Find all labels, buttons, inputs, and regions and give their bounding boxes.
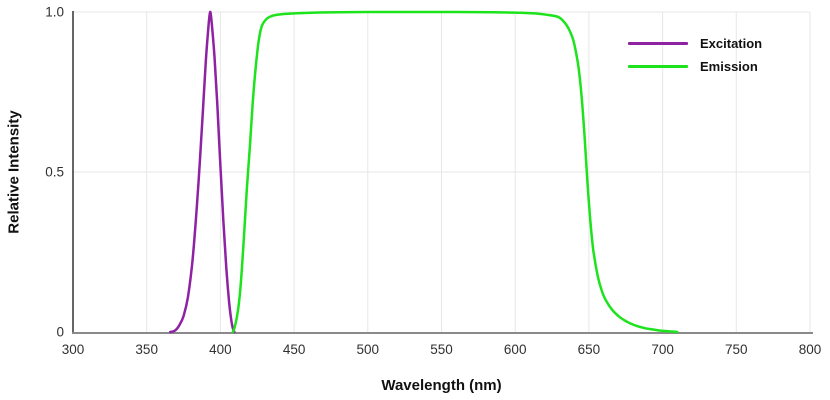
legend-item-emission[interactable]: Emission [628,55,762,78]
x-tick-label: 500 [357,342,380,357]
emission-line-swatch [628,65,688,68]
x-tick-label: 300 [62,342,85,357]
x-tick-label: 600 [504,342,527,357]
y-axis-title: Relative Intensity [5,110,23,234]
legend: Excitation Emission [628,32,762,78]
legend-label-excitation: Excitation [700,36,763,51]
legend-item-excitation[interactable]: Excitation [628,32,762,55]
x-axis-title: Wavelength (nm) [381,377,502,394]
x-tick-label: 350 [135,342,158,357]
x-tick-label: 650 [578,342,601,357]
emission-series-line[interactable] [231,10,679,334]
x-tick-label: 800 [799,342,822,357]
excitation-line-swatch [628,42,688,45]
legend-label-emission: Emission [700,59,758,74]
x-tick-label: 400 [209,342,232,357]
y-tick-label: 0.5 [45,165,64,180]
x-tick-label: 550 [430,342,453,357]
y-tick-label: 1.0 [45,5,64,20]
excitation-series-line[interactable] [169,10,236,334]
x-tick-label: 750 [725,342,748,357]
y-tick-label: 0 [56,325,64,340]
x-tick-label: 700 [651,342,674,357]
x-tick-label: 450 [283,342,306,357]
